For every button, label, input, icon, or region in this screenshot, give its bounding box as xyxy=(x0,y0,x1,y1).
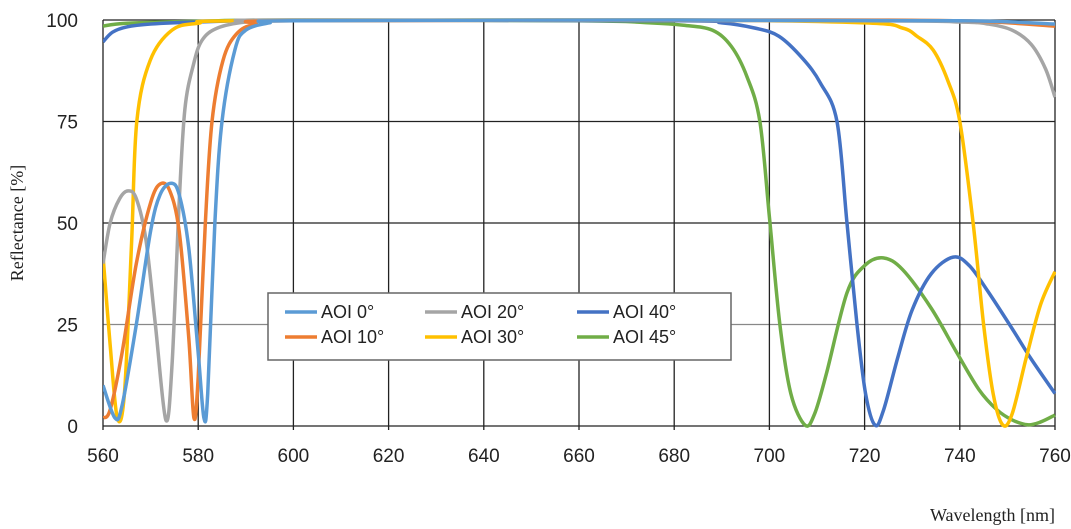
series-lines xyxy=(103,18,1056,428)
x-axis-ticks: 560 580 600 620 640 660 680 700 720 740 760 xyxy=(87,446,1071,467)
x-axis-label: Wavelength [nm] xyxy=(930,505,1055,525)
legend-label: AOI 20° xyxy=(461,302,524,322)
x-tick-label: 660 xyxy=(563,446,595,467)
x-tick-label: 640 xyxy=(468,446,500,467)
legend-label: AOI 0° xyxy=(321,302,374,322)
x-tick-label: 680 xyxy=(658,446,690,467)
legend-label: AOI 45° xyxy=(613,327,676,347)
legend: AOI 0° AOI 10° AOI 20° AOI 30° AOI 40° AOI 45… xyxy=(267,292,732,361)
x-tick-label: 720 xyxy=(849,446,881,467)
grid xyxy=(102,19,1056,430)
y-axis-label: Reflectance [%] xyxy=(7,165,27,281)
x-tick-label: 700 xyxy=(754,446,786,467)
x-tick-label: 560 xyxy=(87,446,119,467)
y-tick-label: 75 xyxy=(57,113,78,134)
x-tick-label: 740 xyxy=(944,446,976,467)
legend-label: AOI 40° xyxy=(613,302,676,322)
series-line-aoi-0 xyxy=(103,18,1056,424)
x-tick-label: 600 xyxy=(278,446,310,467)
y-tick-label: 50 xyxy=(57,214,78,235)
x-tick-label: 760 xyxy=(1039,446,1071,467)
x-tick-label: 580 xyxy=(182,446,214,467)
y-tick-label: 25 xyxy=(57,316,78,337)
x-tick-label: 620 xyxy=(373,446,405,467)
y-tick-label: 0 xyxy=(67,417,78,438)
legend-label: AOI 30° xyxy=(461,327,524,347)
y-axis-ticks: 0 25 50 75 100 xyxy=(46,11,78,438)
legend-label: AOI 10° xyxy=(321,327,384,347)
y-tick-label: 100 xyxy=(46,11,78,32)
